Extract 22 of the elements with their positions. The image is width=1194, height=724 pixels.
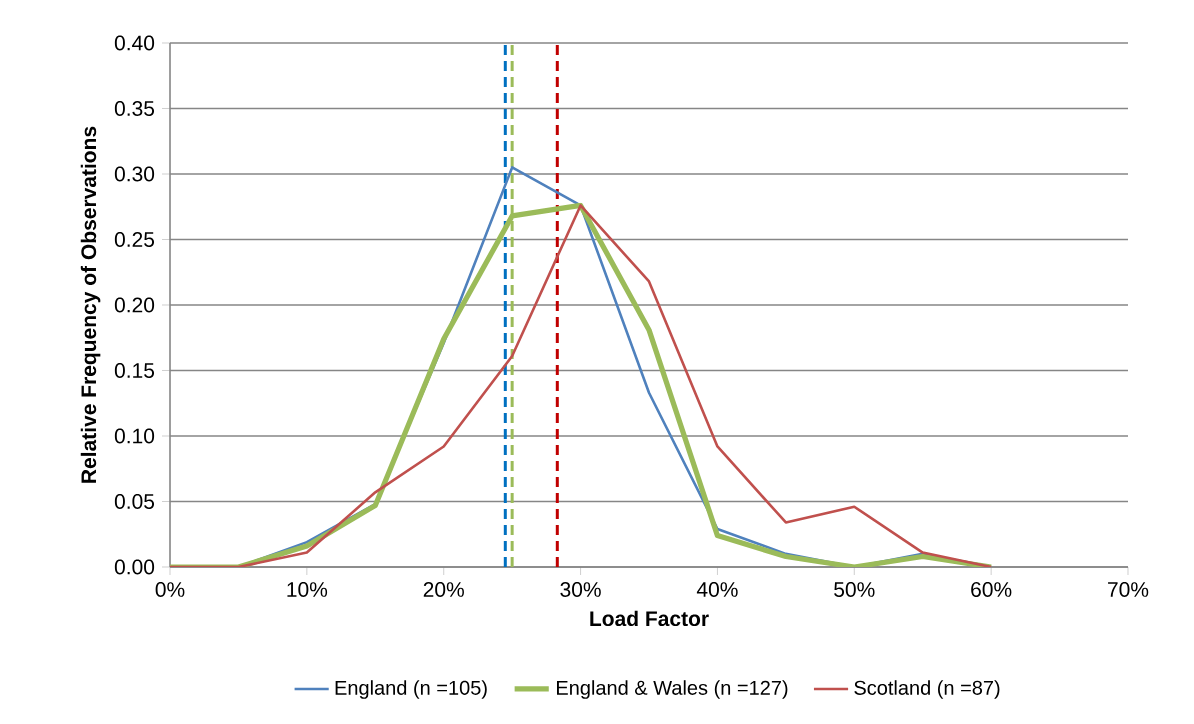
x-tick-label: 70% bbox=[1108, 582, 1149, 597]
x-axis-title: Load Factor bbox=[590, 610, 709, 627]
y-tick-label: 0.10 bbox=[114, 428, 155, 444]
legend-label: Scotland (n =87) bbox=[854, 680, 1000, 699]
x-tick-label: 50% bbox=[834, 582, 875, 597]
y-tick-label: 0.35 bbox=[114, 101, 155, 116]
x-tick-label: 10% bbox=[287, 582, 328, 597]
y-tick-label: 0.00 bbox=[114, 559, 155, 575]
y-tick-label: 0.40 bbox=[114, 35, 155, 51]
y-tick-label: 0.05 bbox=[114, 494, 155, 509]
x-tick-label: 30% bbox=[560, 582, 601, 597]
y-tick-label: 0.30 bbox=[114, 166, 155, 182]
y-tick-label: 0.25 bbox=[114, 232, 155, 247]
y-tick-label: 0.15 bbox=[114, 363, 155, 378]
y-axis-title: Relative Frequency of Observations bbox=[80, 126, 101, 483]
x-tick-label: 20% bbox=[423, 582, 464, 597]
x-tick-label: 0% bbox=[155, 582, 185, 597]
legend-label: England (n =105) bbox=[335, 680, 487, 699]
y-tick-label: 0.20 bbox=[114, 297, 155, 313]
x-tick-label: 60% bbox=[971, 582, 1012, 597]
x-tick-label: 40% bbox=[696, 582, 738, 597]
legend-label: England & Wales (n =127) bbox=[557, 680, 788, 699]
